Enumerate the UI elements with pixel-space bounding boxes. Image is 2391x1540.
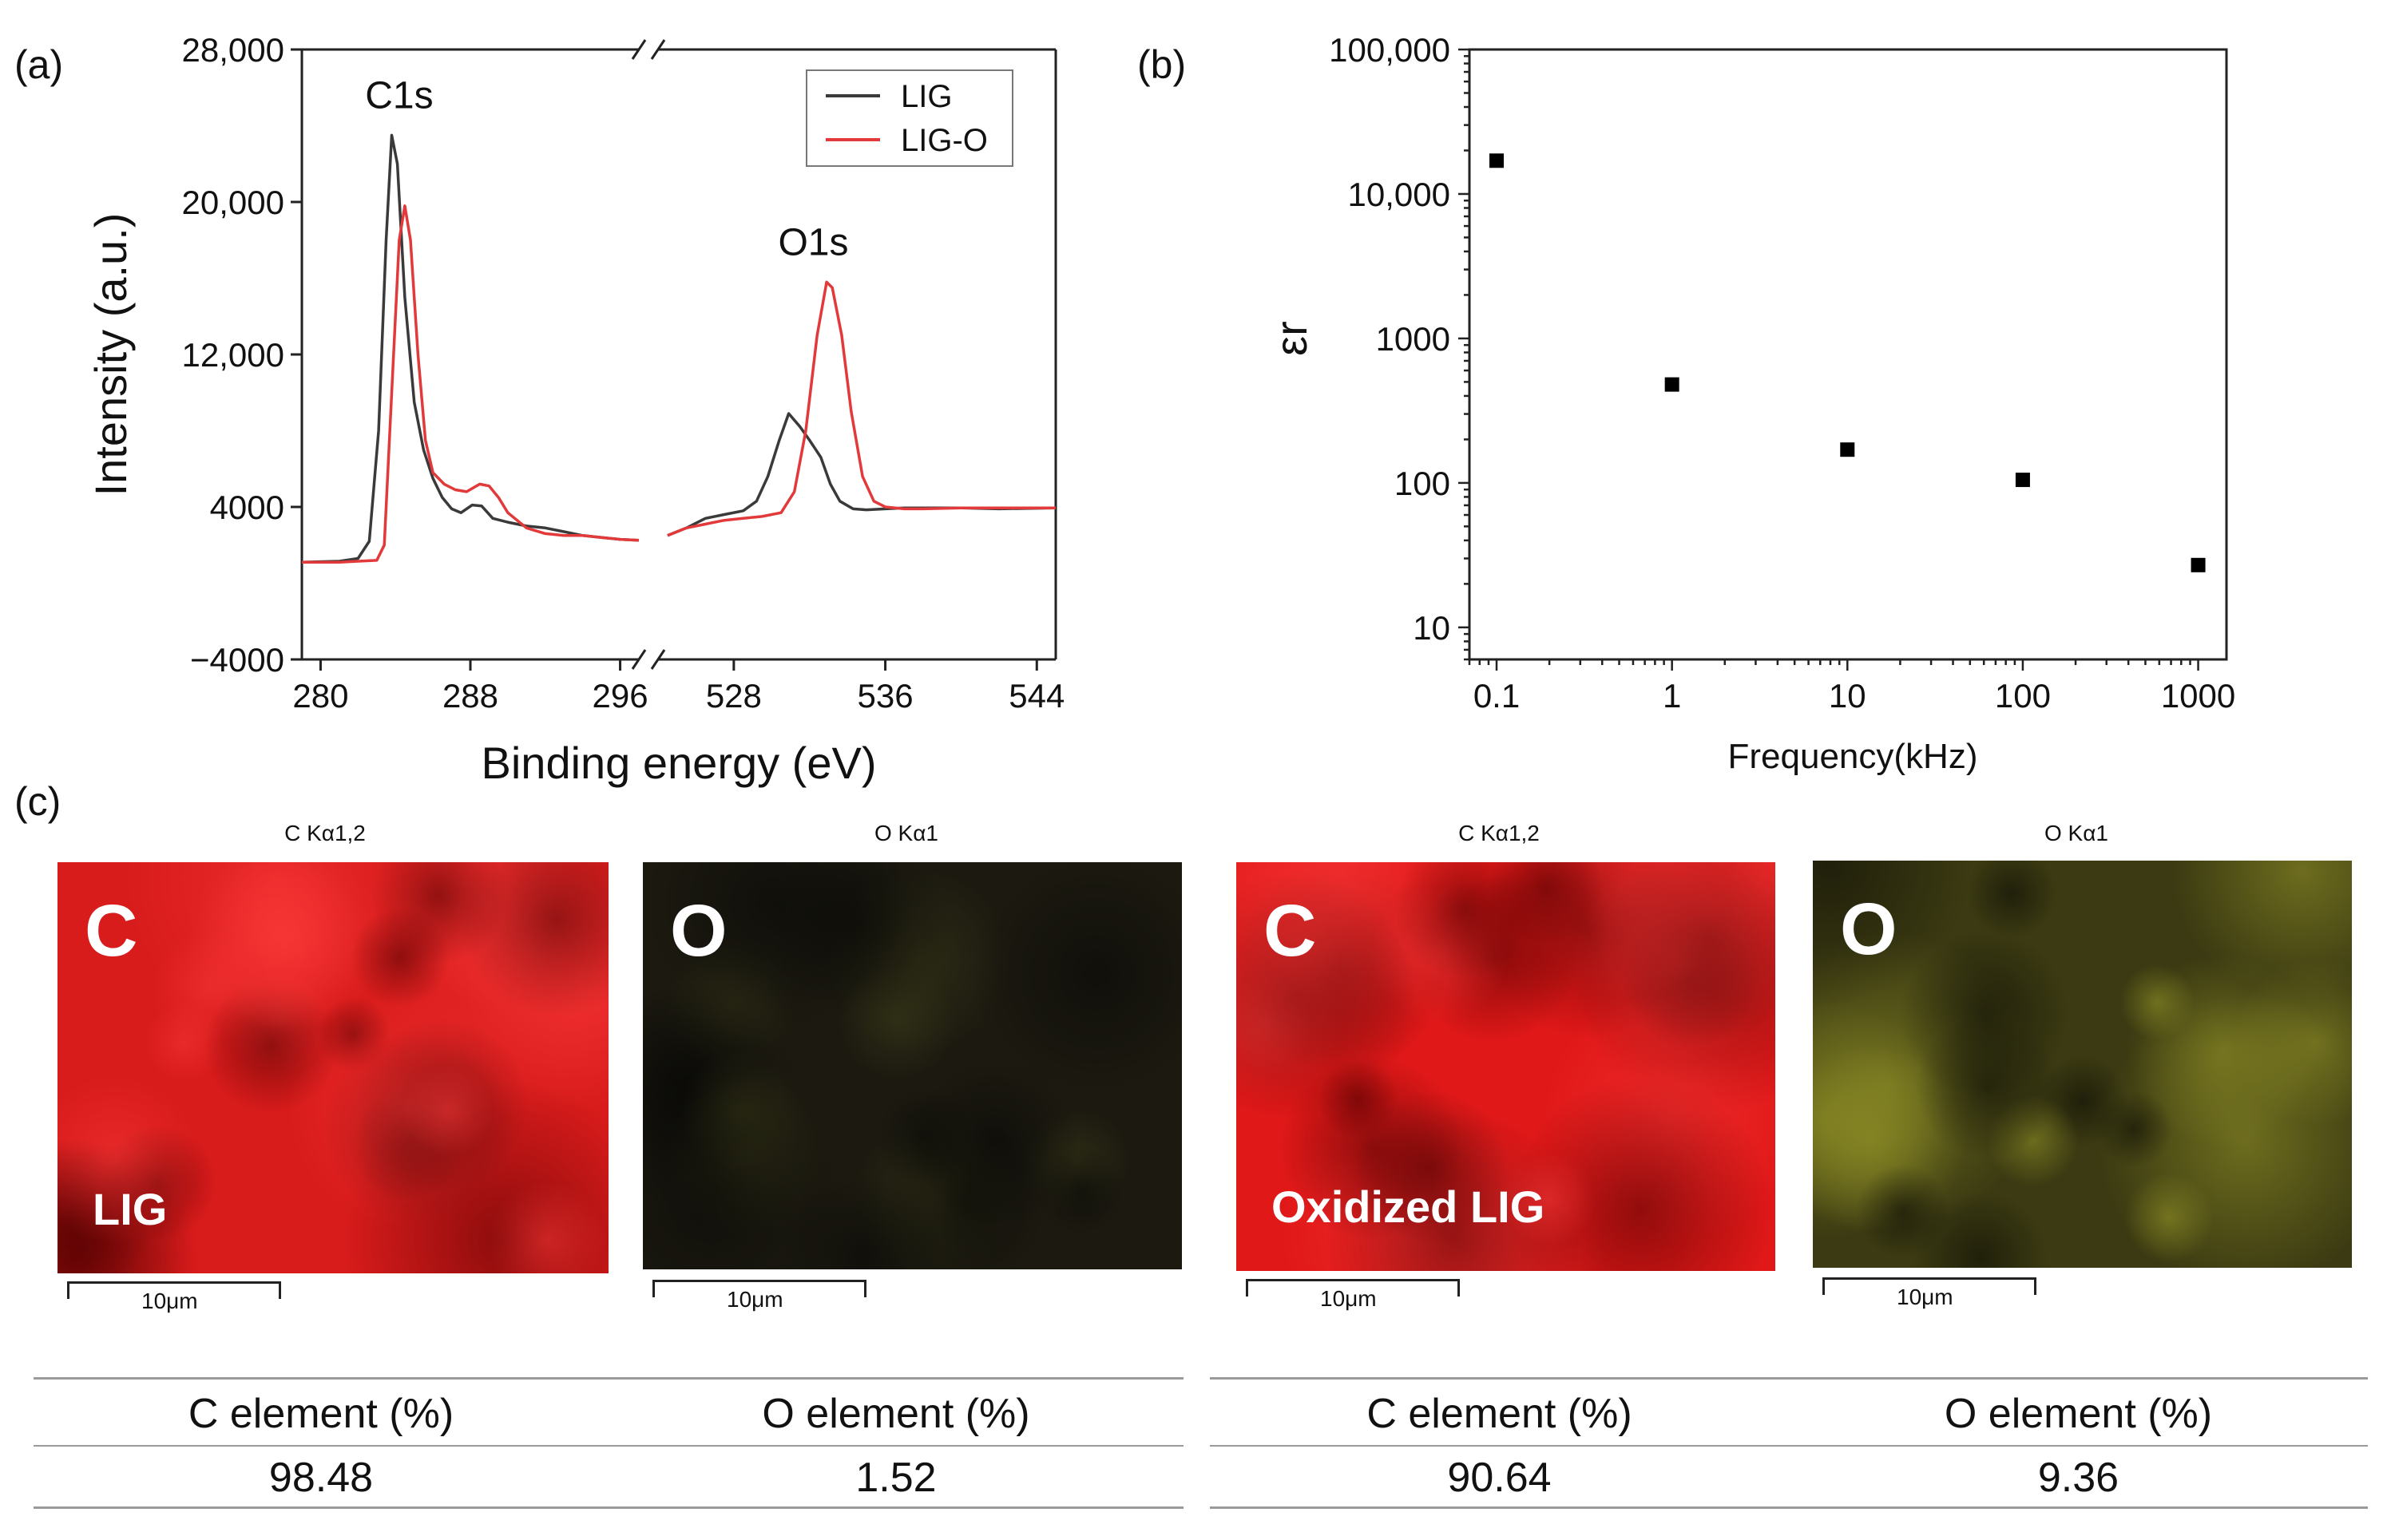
- y-tick-label: −4000: [190, 641, 284, 679]
- axis-break-mark: [631, 649, 647, 670]
- x-tick-label: 1000: [2161, 677, 2235, 715]
- panel-label-c: (c): [14, 779, 61, 824]
- table-value: 98.48: [268, 1455, 374, 1501]
- map-letter: C: [1263, 890, 1317, 972]
- data-point: [1489, 153, 1505, 168]
- x-tick-label: 100: [1995, 677, 2051, 715]
- x-tick-label: 0.1: [1473, 677, 1520, 715]
- x-tick-label: 288: [442, 677, 498, 715]
- table-header: C element (%): [188, 1391, 454, 1437]
- y-axis-label: εr: [1266, 321, 1316, 356]
- peak-label: O1s: [778, 221, 848, 263]
- plot-frame: [1468, 48, 2228, 661]
- data-point: [1840, 442, 1855, 457]
- y-axis-label: Intensity (a.u.): [85, 213, 136, 497]
- eds-map-oxygen-lig: O: [643, 862, 1182, 1269]
- table-value: 90.64: [1447, 1455, 1552, 1501]
- x-axis-label: Frequency(kHz): [1728, 737, 1978, 776]
- xps-chart: −4000 4000 12,000 20,000 28,000 280 288 296 528 5…: [85, 31, 1065, 788]
- permittivity-chart: 10 100 1000 10,000 100,000 0.1 1 10 100 1000 Frequ…: [1266, 31, 2235, 776]
- axis-break-mark: [650, 649, 666, 670]
- x-tick-label: 544: [1009, 677, 1065, 715]
- legend-label: LIG-O: [901, 123, 988, 158]
- table-header: O element (%): [762, 1391, 1030, 1437]
- element-table-oxidized-lig: C element (%) O element (%) 90.64 9.36: [1210, 1377, 2368, 1513]
- map-title: O Kα1: [874, 821, 938, 845]
- y-tick-label: 4000: [210, 489, 284, 526]
- table-value: 1.52: [855, 1455, 937, 1501]
- x-axis-label: Binding energy (eV): [482, 738, 877, 788]
- series-line-lig-o: [302, 204, 640, 564]
- x-tick-label: 536: [858, 677, 914, 715]
- y-tick-label: 10: [1413, 609, 1450, 647]
- y-tick-label: 10,000: [1348, 176, 1450, 213]
- y-tick-label: 20,000: [182, 184, 284, 221]
- map-title: O Kα1: [2044, 821, 2108, 845]
- data-point: [2015, 473, 2030, 488]
- table-header: C element (%): [1366, 1391, 1632, 1437]
- series-line-lig: [301, 133, 640, 564]
- x-tick-label: 528: [706, 677, 762, 715]
- peak-label: C1s: [365, 75, 433, 117]
- scale-bar: 10μm: [1822, 1277, 2036, 1309]
- panel-label-a: (a): [14, 42, 64, 87]
- map-tag: LIG: [93, 1184, 168, 1234]
- eds-map-carbon-oxidized-lig: C Oxidized LIG: [1236, 862, 1775, 1271]
- eds-map-carbon-lig: C LIG: [57, 862, 609, 1273]
- x-tick-label: 1: [1663, 677, 1681, 715]
- y-tick-label: 28,000: [182, 31, 284, 69]
- y-tick-label: 100: [1394, 465, 1450, 502]
- x-tick-label: 10: [1829, 677, 1866, 715]
- table-value: 9.36: [2037, 1455, 2119, 1501]
- element-table-lig: C element (%) O element (%) 98.48 1.52: [34, 1377, 1184, 1513]
- x-tick-label: 296: [593, 677, 648, 715]
- map-letter: O: [1840, 889, 1897, 970]
- map-title: C Kα1,2: [1458, 821, 1540, 845]
- series-line-lig-o: [667, 280, 1056, 537]
- map-letter: O: [670, 890, 728, 972]
- data-point: [2191, 557, 2206, 572]
- scale-bar: 10μm: [652, 1280, 866, 1312]
- x-tick-label: 280: [292, 677, 348, 715]
- data-point: [1664, 377, 1679, 392]
- map-title: C Kα1,2: [284, 821, 366, 845]
- y-tick-label: 12,000: [182, 336, 284, 374]
- legend-label: LIG: [901, 79, 952, 114]
- axis-break-mark: [631, 39, 647, 60]
- y-tick-label: 100,000: [1329, 31, 1450, 69]
- legend-box: [806, 69, 1013, 167]
- scale-bar: 10μm: [1246, 1279, 1460, 1311]
- table-header: O element (%): [1944, 1391, 2213, 1437]
- eds-map-oxygen-oxidized-lig: O: [1813, 861, 2352, 1268]
- panel-label-b: (b): [1137, 42, 1187, 87]
- map-letter: C: [85, 890, 138, 972]
- y-tick-label: 1000: [1376, 320, 1450, 358]
- map-tag: Oxidized LIG: [1271, 1182, 1545, 1232]
- axis-break-mark: [650, 39, 666, 60]
- scale-bar: 10μm: [67, 1281, 281, 1313]
